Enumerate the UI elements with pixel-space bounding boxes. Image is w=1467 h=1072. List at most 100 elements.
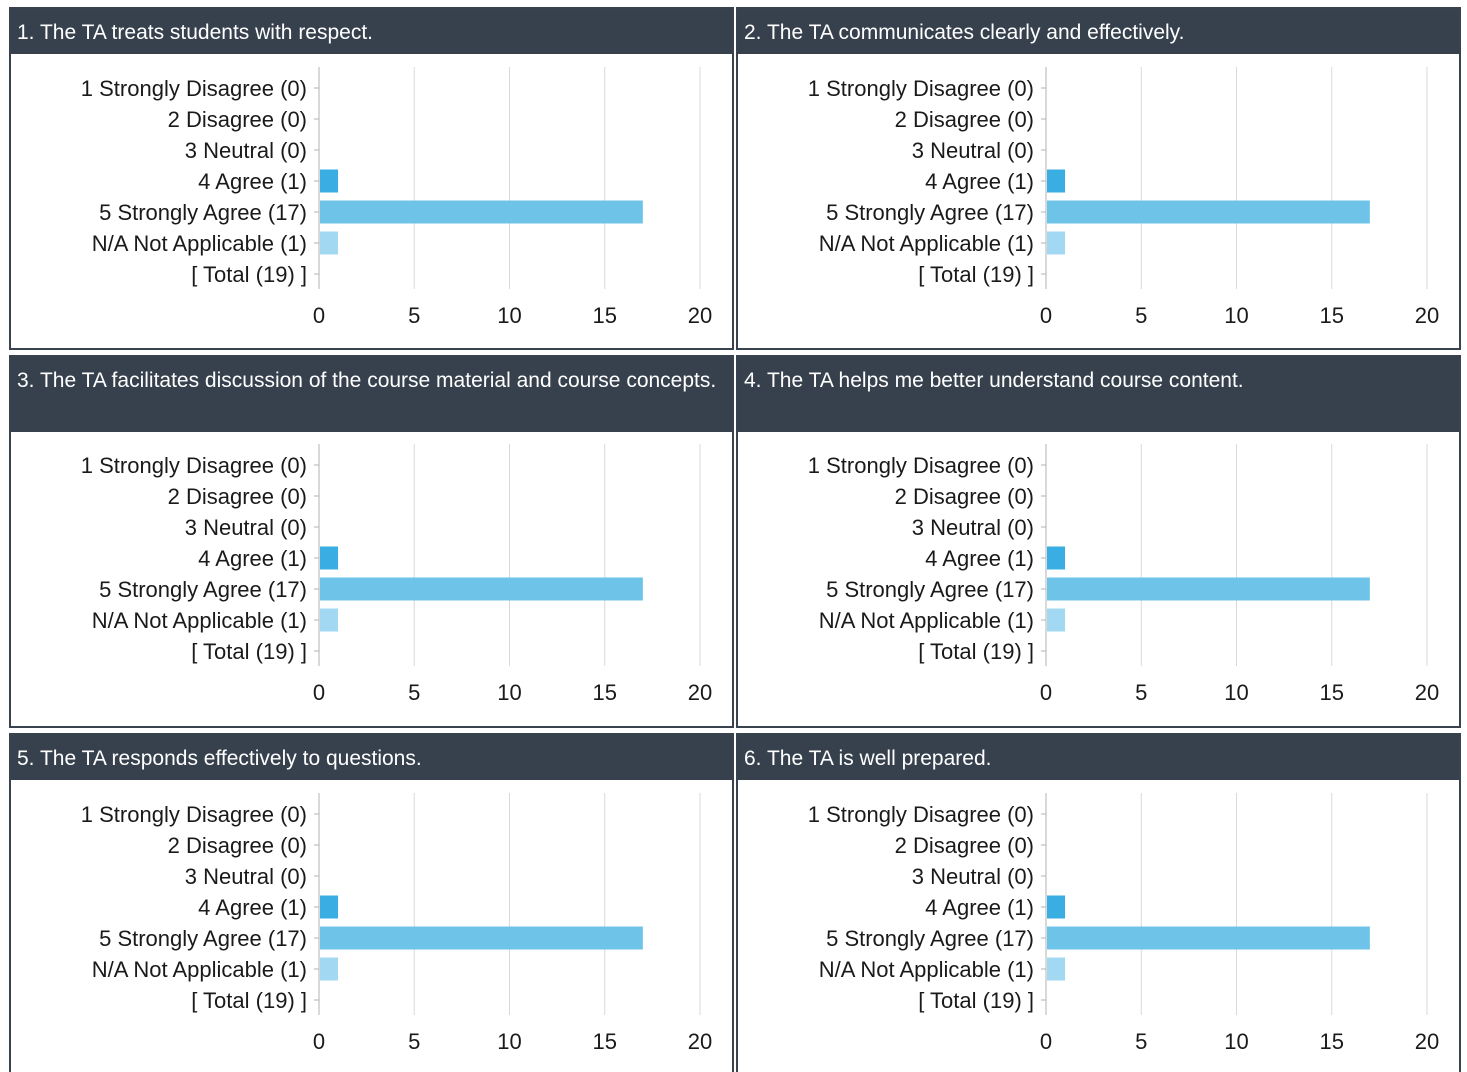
category-label: 1 Strongly Disagree (0) bbox=[81, 802, 307, 827]
bar bbox=[320, 546, 339, 570]
x-tick-label: 10 bbox=[1224, 680, 1248, 705]
category-label: 2 Disagree (0) bbox=[895, 484, 1034, 509]
category-label: 2 Disagree (0) bbox=[895, 833, 1034, 858]
chart-title: 1. The TA treats students with respect. bbox=[11, 9, 732, 54]
bar bbox=[320, 231, 339, 255]
x-tick-label: 20 bbox=[1415, 1029, 1439, 1054]
chart-area: 1 Strongly Disagree (0) 2 Disagree (0) 3 N… bbox=[11, 791, 731, 1061]
category-label: N/A Not Applicable (1) bbox=[92, 231, 307, 256]
bar bbox=[1047, 608, 1066, 632]
chart-panel-6: 6. The TA is well prepared. 1 Strongly Di… bbox=[736, 733, 1461, 1072]
category-label: 1 Strongly Disagree (0) bbox=[81, 453, 307, 478]
x-tick-label: 15 bbox=[1320, 303, 1344, 328]
category-label: 4 Agree (1) bbox=[925, 546, 1034, 571]
category-label: 2 Disagree (0) bbox=[168, 107, 307, 132]
category-label: 4 Agree (1) bbox=[198, 546, 307, 571]
bar bbox=[320, 926, 643, 950]
bar-chart-svg: 1 Strongly Disagree (0) 2 Disagree (0) 3 N… bbox=[81, 67, 712, 328]
category-label: 5 Strongly Agree (17) bbox=[826, 200, 1034, 225]
chart-area: 1 Strongly Disagree (0) 2 Disagree (0) 3 N… bbox=[11, 442, 731, 712]
category-label: 3 Neutral (0) bbox=[185, 864, 307, 889]
x-tick-label: 10 bbox=[1224, 1029, 1248, 1054]
category-label: 5 Strongly Agree (17) bbox=[826, 926, 1034, 951]
x-tick-label: 20 bbox=[688, 1029, 712, 1054]
bar bbox=[320, 895, 339, 919]
x-tick-label: 5 bbox=[1135, 303, 1147, 328]
bar bbox=[1047, 957, 1066, 981]
category-label: N/A Not Applicable (1) bbox=[819, 231, 1034, 256]
chart-panel-4: 4. The TA helps me better understand cou… bbox=[736, 355, 1461, 728]
bar bbox=[1047, 169, 1066, 193]
chart-area: 1 Strongly Disagree (0) 2 Disagree (0) 3 N… bbox=[738, 65, 1458, 335]
bar bbox=[320, 577, 643, 601]
x-tick-label: 15 bbox=[1320, 1029, 1344, 1054]
x-tick-label: 10 bbox=[497, 1029, 521, 1054]
x-tick-label: 0 bbox=[1040, 303, 1052, 328]
x-tick-label: 20 bbox=[1415, 680, 1439, 705]
bar bbox=[320, 957, 339, 981]
chart-panel-3: 3. The TA facilitates discussion of the … bbox=[9, 355, 734, 728]
bar bbox=[1047, 546, 1066, 570]
chart-title: 5. The TA responds effectively to questi… bbox=[11, 735, 732, 780]
bar-chart-svg: 1 Strongly Disagree (0) 2 Disagree (0) 3 N… bbox=[81, 444, 712, 705]
category-label: 4 Agree (1) bbox=[198, 895, 307, 920]
bar-chart-svg: 1 Strongly Disagree (0) 2 Disagree (0) 3 N… bbox=[81, 793, 712, 1054]
x-tick-label: 0 bbox=[313, 303, 325, 328]
chart-panel-1: 1. The TA treats students with respect. 1… bbox=[9, 7, 734, 350]
x-tick-label: 5 bbox=[1135, 680, 1147, 705]
category-label: N/A Not Applicable (1) bbox=[92, 608, 307, 633]
category-label: 1 Strongly Disagree (0) bbox=[81, 76, 307, 101]
category-label: 3 Neutral (0) bbox=[912, 864, 1034, 889]
bar-chart-svg: 1 Strongly Disagree (0) 2 Disagree (0) 3 N… bbox=[808, 793, 1439, 1054]
category-label: 1 Strongly Disagree (0) bbox=[808, 76, 1034, 101]
category-label: 1 Strongly Disagree (0) bbox=[808, 453, 1034, 478]
x-tick-label: 0 bbox=[1040, 680, 1052, 705]
category-label: [ Total (19) ] bbox=[191, 988, 307, 1013]
chart-area: 1 Strongly Disagree (0) 2 Disagree (0) 3 N… bbox=[738, 791, 1458, 1061]
x-tick-label: 5 bbox=[1135, 1029, 1147, 1054]
x-tick-label: 0 bbox=[313, 1029, 325, 1054]
x-tick-label: 10 bbox=[497, 680, 521, 705]
x-tick-label: 15 bbox=[1320, 680, 1344, 705]
category-label: 5 Strongly Agree (17) bbox=[99, 577, 307, 602]
chart-area: 1 Strongly Disagree (0) 2 Disagree (0) 3 N… bbox=[738, 442, 1458, 712]
category-label: 2 Disagree (0) bbox=[168, 484, 307, 509]
bar bbox=[320, 200, 643, 224]
x-tick-label: 15 bbox=[593, 1029, 617, 1054]
category-label: 3 Neutral (0) bbox=[185, 515, 307, 540]
category-label: 1 Strongly Disagree (0) bbox=[808, 802, 1034, 827]
category-label: 5 Strongly Agree (17) bbox=[99, 200, 307, 225]
x-tick-label: 5 bbox=[408, 680, 420, 705]
bar bbox=[1047, 895, 1066, 919]
category-label: 4 Agree (1) bbox=[925, 895, 1034, 920]
chart-title: 6. The TA is well prepared. bbox=[738, 735, 1459, 780]
category-label: N/A Not Applicable (1) bbox=[92, 957, 307, 982]
category-label: N/A Not Applicable (1) bbox=[819, 957, 1034, 982]
x-tick-label: 5 bbox=[408, 303, 420, 328]
x-tick-label: 15 bbox=[593, 680, 617, 705]
bar bbox=[320, 608, 339, 632]
category-label: 5 Strongly Agree (17) bbox=[826, 577, 1034, 602]
x-tick-label: 15 bbox=[593, 303, 617, 328]
bar bbox=[1047, 231, 1066, 255]
category-label: 2 Disagree (0) bbox=[895, 107, 1034, 132]
chart-panel-5: 5. The TA responds effectively to questi… bbox=[9, 733, 734, 1072]
bar-chart-svg: 1 Strongly Disagree (0) 2 Disagree (0) 3 N… bbox=[808, 444, 1439, 705]
category-label: 3 Neutral (0) bbox=[185, 138, 307, 163]
bar bbox=[1047, 577, 1370, 601]
chart-title: 2. The TA communicates clearly and effec… bbox=[738, 9, 1459, 54]
x-tick-label: 5 bbox=[408, 1029, 420, 1054]
category-label: 2 Disagree (0) bbox=[168, 833, 307, 858]
category-label: [ Total (19) ] bbox=[918, 639, 1034, 664]
bar bbox=[320, 169, 339, 193]
x-tick-label: 20 bbox=[1415, 303, 1439, 328]
category-label: 5 Strongly Agree (17) bbox=[99, 926, 307, 951]
category-label: N/A Not Applicable (1) bbox=[819, 608, 1034, 633]
bar-chart-svg: 1 Strongly Disagree (0) 2 Disagree (0) 3 N… bbox=[808, 67, 1439, 328]
x-tick-label: 10 bbox=[1224, 303, 1248, 328]
x-tick-label: 0 bbox=[1040, 1029, 1052, 1054]
category-label: 4 Agree (1) bbox=[198, 169, 307, 194]
category-label: 3 Neutral (0) bbox=[912, 515, 1034, 540]
chart-title: 4. The TA helps me better understand cou… bbox=[738, 357, 1459, 432]
